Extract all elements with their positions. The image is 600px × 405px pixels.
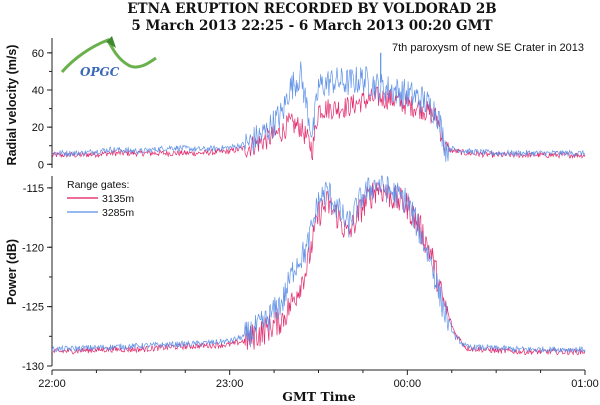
velocity-y-tick-label: 60 bbox=[32, 48, 44, 60]
x-tick-label: 22:00 bbox=[38, 378, 66, 390]
logo-swoosh-icon bbox=[60, 38, 157, 73]
velocity-series-3285m bbox=[51, 61, 586, 162]
chart-title: ETNA ERUPTION RECORDED BY VOLDORAD 2B bbox=[127, 1, 496, 17]
power-y-tick-label: -115 bbox=[23, 183, 44, 195]
x-tick-label: 00:00 bbox=[394, 378, 422, 390]
x-axis-label: GMT Time bbox=[282, 389, 355, 404]
power-ylabel: Power (dB) bbox=[5, 239, 19, 305]
logo-peak-icon bbox=[106, 36, 116, 48]
power-y-tick-label: -120 bbox=[22, 242, 44, 254]
velocity-y-tick-label: 40 bbox=[32, 85, 44, 97]
x-tick-label: 01:00 bbox=[571, 378, 599, 390]
velocity-y-tick-label: 0 bbox=[38, 159, 44, 171]
legend-title: Range gates: bbox=[67, 179, 129, 191]
power-y-tick-label: -125 bbox=[22, 302, 44, 314]
legend-entry-3135m: 3135m bbox=[102, 193, 134, 205]
logo-text: OPGC bbox=[80, 65, 120, 79]
power-y-tick-label: -130 bbox=[22, 361, 44, 373]
legend: Range gates: 3135m 3285m bbox=[67, 179, 134, 219]
opgc-logo: OPGC bbox=[60, 36, 157, 79]
annotation-text: 7th paroxysm of new SE Crater in 2013 bbox=[392, 42, 584, 54]
axes-layer: 0 20 40 60 -130 -125 -120 -115 22:00 23:00 00:00 01… bbox=[22, 38, 599, 390]
power-series-3285m bbox=[51, 175, 586, 354]
velocity-series-3135m bbox=[51, 86, 586, 161]
chart-subtitle: 5 March 2013 22:25 - 6 March 2013 00:20 … bbox=[131, 18, 492, 34]
x-tick-label: 23:00 bbox=[216, 378, 244, 390]
velocity-y-tick-label: 20 bbox=[32, 122, 44, 134]
legend-entry-3285m: 3285m bbox=[102, 207, 134, 219]
series-layer bbox=[51, 61, 586, 356]
velocity-ylabel: Radial velocity (m/s) bbox=[5, 45, 19, 166]
